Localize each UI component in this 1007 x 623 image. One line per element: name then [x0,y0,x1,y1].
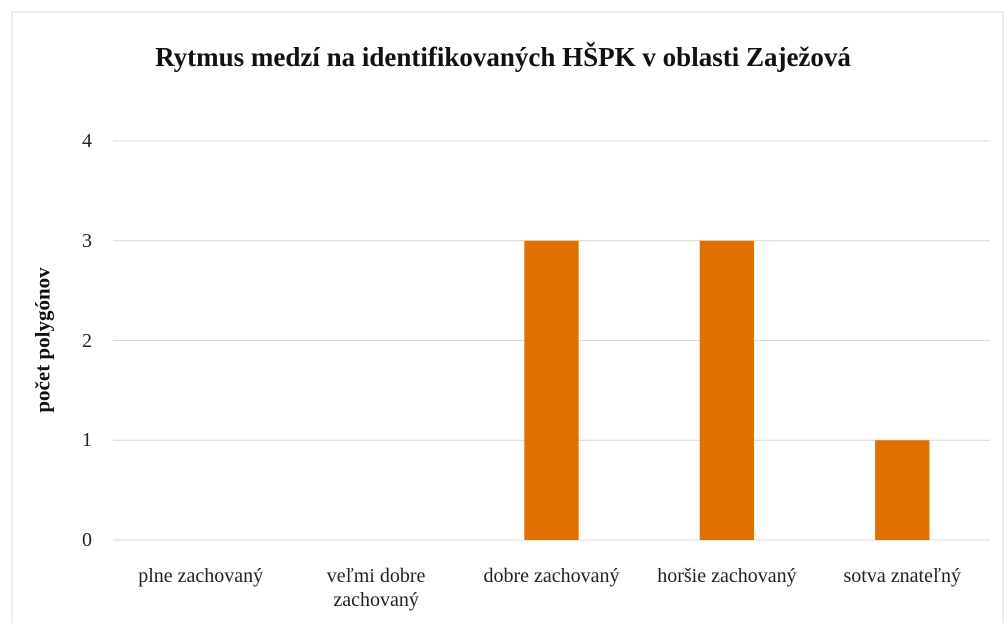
y-tick-label: 2 [82,329,92,352]
x-tick-label: veľmi dobre zachovaný [326,565,426,611]
bar [524,240,579,540]
y-tick-label: 4 [82,130,92,152]
y-tick-label: 1 [82,429,92,452]
x-tick-label: horšie zachovaný [657,565,797,587]
chart-border [11,11,1004,623]
x-tick-label: sotva znateľný [843,565,962,587]
y-axis-title: počet polygónov [30,267,55,413]
y-tick-label: 3 [82,229,92,252]
chart-title: Rytmus medzí na identifikovaných HŠPK v … [155,42,851,72]
x-tick-label: dobre zachovaný [483,565,620,587]
x-tick-label: plne zachovaný [138,565,264,587]
y-tick-label: 0 [82,529,92,551]
bar [699,240,755,540]
bar [875,440,930,540]
